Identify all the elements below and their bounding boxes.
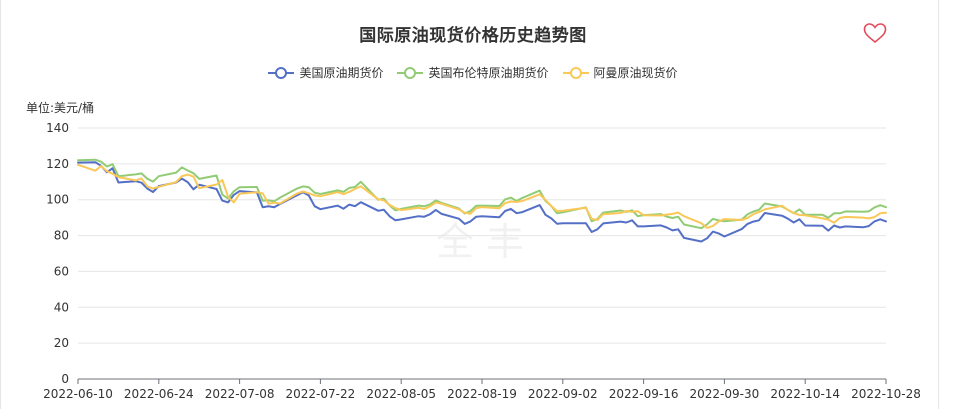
y-tick-label: 60 (54, 264, 69, 278)
x-tick-label: 2022-09-16 (609, 387, 679, 401)
x-tick-label: 2022-09-30 (690, 387, 760, 401)
y-tick-label: 40 (54, 300, 69, 314)
panel-border-right (938, 0, 939, 409)
y-tick-label: 0 (61, 372, 69, 386)
x-tick-label: 2022-10-14 (770, 387, 840, 401)
legend-label-wti: 美国原油期货价 (299, 66, 384, 80)
x-tick-label: 2022-06-10 (43, 387, 113, 401)
panel-border-left (0, 0, 1, 409)
series-line-brent (77, 158, 887, 230)
y-tick-label: 80 (54, 229, 69, 243)
legend-label-oman: 阿曼原油现货价 (593, 66, 678, 80)
legend-label-brent: 英国布伦特原油期货价 (428, 66, 549, 80)
chart-legend: 美国原油期货价 英国布伦特原油期货价 阿曼原油现货价 (0, 64, 946, 81)
x-tick-label: 2022-07-22 (286, 387, 356, 401)
legend-item-wti[interactable]: 美国原油期货价 (268, 64, 383, 81)
x-tick-label: 2022-09-02 (528, 387, 598, 401)
legend-item-brent[interactable]: 英国布伦特原油期货价 (397, 64, 549, 81)
legend-marker-wti (268, 66, 295, 79)
legend-item-oman[interactable]: 阿曼原油现货价 (562, 64, 678, 81)
series-line-wti (77, 161, 887, 243)
legend-marker-brent (397, 66, 424, 79)
heart-outline-icon[interactable] (862, 21, 888, 45)
legend-marker-oman (562, 66, 589, 79)
x-tick-label: 2022-10-28 (851, 387, 921, 401)
y-tick-label: 20 (54, 336, 69, 350)
series-line-oman (77, 163, 887, 229)
chart-title: 国际原油现货价格历史趋势图 (359, 26, 587, 46)
y-axis-unit-label: 单位:美元/桶 (26, 101, 95, 115)
y-tick-label: 120 (46, 157, 69, 171)
y-tick-label: 140 (46, 121, 69, 135)
x-tick-label: 2022-07-08 (205, 387, 275, 401)
x-tick-label: 2022-08-19 (447, 387, 517, 401)
x-tick-label: 2022-08-05 (366, 387, 436, 401)
y-tick-label: 100 (46, 193, 69, 207)
watermark-text: 全 丰 (436, 220, 524, 264)
x-tick-label: 2022-06-24 (124, 387, 194, 401)
